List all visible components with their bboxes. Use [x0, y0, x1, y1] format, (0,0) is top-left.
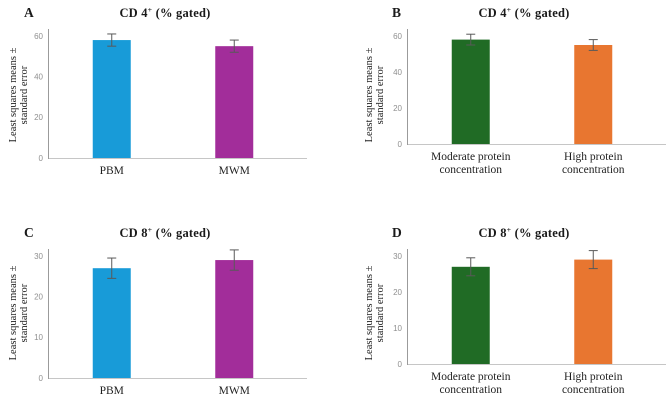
category-label: MWM — [219, 165, 250, 177]
panel-d: D CD 8+ (% gated) Least squares means ± … — [335, 200, 669, 407]
bar-mwm — [215, 46, 254, 158]
category-label: High protein — [564, 371, 623, 383]
panel-letter: B — [392, 5, 402, 20]
y-tick-label: 10 — [393, 324, 402, 333]
chart-title: CD 8+ (% gated) — [379, 225, 669, 241]
chart-title-base: CD 8 — [119, 226, 148, 241]
chart-title: CD 8+ (% gated) — [20, 225, 310, 241]
chart-title: CD 4+ (% gated) — [20, 5, 310, 21]
chart-title-superscript: + — [506, 225, 512, 234]
y-tick-label: 60 — [393, 32, 402, 41]
y-tick-label: 0 — [398, 140, 403, 149]
category-label: concentration — [562, 164, 625, 176]
bar-mwm — [215, 260, 254, 378]
y-tick-label: 20 — [34, 292, 43, 301]
y-tick-label: 30 — [34, 252, 43, 261]
panel-letter: A — [24, 5, 34, 20]
chart-title-base: CD 4 — [119, 6, 148, 21]
category-label: concentration — [439, 164, 502, 176]
y-tick-label: 0 — [39, 374, 44, 383]
y-tick-label: 20 — [393, 288, 402, 297]
y-axis-label-line1: Least squares means ± — [364, 47, 375, 143]
bar-high — [574, 259, 613, 364]
panel-b: B CD 4+ (% gated) Least squares means ± … — [335, 0, 669, 200]
category-label: Moderate protein — [431, 371, 511, 383]
y-tick-label: 40 — [393, 68, 402, 77]
bar-moderate — [451, 39, 490, 144]
y-tick-label: 20 — [393, 104, 402, 113]
y-tick-label: 20 — [34, 113, 43, 122]
y-axis-label-line1: Least squares means ± — [8, 47, 19, 143]
panel-a: A CD 4+ (% gated) Least squares means ± … — [0, 0, 334, 200]
bar-chart-c: 0 10 20 30 PBM MWM — [34, 249, 307, 397]
y-tick-label: 40 — [34, 72, 43, 81]
category-label: MWM — [219, 385, 250, 397]
panel-letter: C — [24, 225, 34, 240]
category-label: PBM — [100, 165, 124, 177]
category-label: Moderate protein — [431, 151, 511, 163]
chart-title-rest: (% gated) — [511, 226, 570, 241]
panel-c: C CD 8+ (% gated) Least squares means ± … — [0, 200, 334, 407]
chart-title-rest: (% gated) — [152, 226, 211, 241]
bar-moderate — [451, 266, 490, 364]
chart-title-superscript: + — [147, 225, 153, 234]
category-label: High protein — [564, 151, 623, 163]
y-tick-label: 0 — [39, 154, 44, 163]
y-tick-label: 0 — [398, 360, 403, 369]
chart-title-rest: (% gated) — [152, 6, 211, 21]
category-label: concentration — [439, 384, 502, 396]
chart-title-base: CD 8 — [478, 226, 507, 241]
y-tick-label: 30 — [393, 252, 402, 261]
chart-title-base: CD 4 — [478, 6, 507, 21]
category-label: PBM — [100, 385, 124, 397]
panel-letter: D — [392, 225, 402, 240]
chart-title-superscript: + — [506, 5, 512, 14]
bar-high — [574, 45, 613, 144]
category-label: concentration — [562, 384, 625, 396]
y-tick-label: 10 — [34, 333, 43, 342]
bar-chart-a: 0 20 40 60 PBM MWM — [34, 29, 307, 177]
bar-pbm — [92, 40, 131, 158]
y-tick-label: 60 — [34, 32, 43, 41]
y-axis-label-line1: Least squares means ± — [8, 265, 19, 361]
y-axis-label-line1: Least squares means ± — [364, 265, 375, 361]
chart-title-superscript: + — [147, 5, 153, 14]
bar-pbm — [92, 268, 131, 378]
chart-title: CD 4+ (% gated) — [379, 5, 669, 21]
chart-title-rest: (% gated) — [511, 6, 570, 21]
